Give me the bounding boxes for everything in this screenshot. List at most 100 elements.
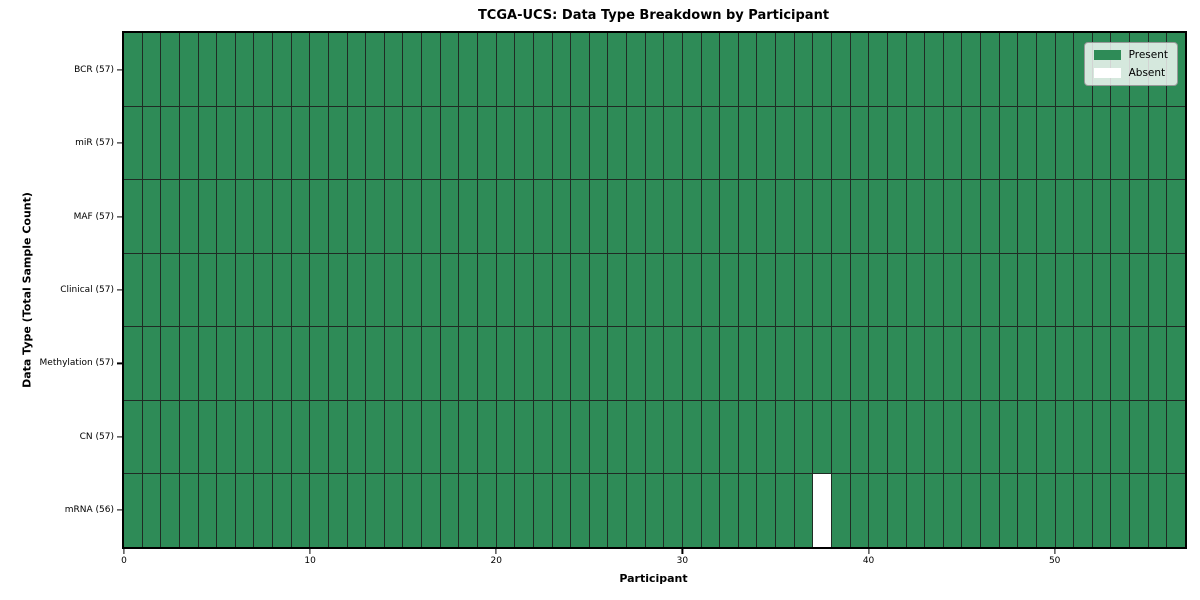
heatmap-cell-present	[701, 474, 720, 547]
heatmap-cell-present	[384, 106, 403, 180]
heatmap-cell-present	[459, 33, 477, 106]
heatmap-cell-present	[589, 106, 608, 180]
heatmap-cell-present	[1167, 253, 1185, 327]
heatmap-cell-present	[328, 327, 347, 400]
heatmap-cell-present	[869, 180, 887, 253]
heatmap-cell-present	[962, 253, 981, 327]
heatmap-cell-present	[813, 253, 831, 327]
heatmap-cell-present	[310, 253, 328, 327]
heatmap-cell-present	[627, 400, 645, 474]
heatmap-cell-present	[720, 474, 738, 547]
heatmap-cell-present	[142, 253, 161, 327]
heatmap-cell-present	[254, 327, 273, 400]
heatmap-cell-present	[142, 106, 161, 180]
heatmap-cell-present	[161, 106, 179, 180]
heatmap-cell-present	[664, 180, 682, 253]
heatmap-cell-present	[981, 474, 999, 547]
heatmap-cell-present	[682, 400, 701, 474]
heatmap-cell-present	[459, 474, 477, 547]
heatmap-cell-present	[515, 400, 533, 474]
heatmap-cell-present	[794, 180, 813, 253]
heatmap-cell-present	[720, 253, 738, 327]
heatmap-cell-present	[794, 327, 813, 400]
heatmap-cell-present	[1092, 180, 1111, 253]
heatmap-cell-present	[161, 400, 179, 474]
heatmap-cell-present	[273, 180, 291, 253]
heatmap-cell-present	[440, 253, 459, 327]
heatmap-cell-present	[813, 106, 831, 180]
heatmap-cell-present	[533, 400, 552, 474]
heatmap-cell-present	[477, 400, 496, 474]
heatmap-cell-present	[925, 327, 943, 400]
heatmap-cell-present	[962, 106, 981, 180]
heatmap-cell-present	[366, 327, 384, 400]
heatmap-cell-present	[384, 327, 403, 400]
heatmap-cell-present	[794, 33, 813, 106]
heatmap-cell-present	[869, 253, 887, 327]
heatmap-cell-present	[1148, 106, 1167, 180]
heatmap-cell-present	[217, 327, 235, 400]
heatmap-cell-present	[179, 327, 198, 400]
heatmap-cell-present	[943, 33, 962, 106]
heatmap-cell-present	[440, 327, 459, 400]
heatmap-cell-present	[1148, 400, 1167, 474]
heatmap-cell-present	[664, 33, 682, 106]
heatmap-cell-present	[179, 400, 198, 474]
heatmap-cell-present	[1130, 180, 1148, 253]
heatmap-cell-present	[999, 474, 1018, 547]
heatmap-cell-present	[1018, 180, 1036, 253]
heatmap-cell-present	[589, 33, 608, 106]
heatmap-cell-present	[477, 180, 496, 253]
heatmap-cell-present	[627, 327, 645, 400]
heatmap-cell-present	[925, 180, 943, 253]
heatmap-cell-present	[645, 474, 664, 547]
heatmap-cell-present	[831, 33, 850, 106]
heatmap-cell-present	[999, 327, 1018, 400]
heatmap-cell-present	[440, 180, 459, 253]
y-tick-label: BCR (57)	[74, 64, 114, 75]
heatmap-cell-present	[328, 33, 347, 106]
heatmap-cell-present	[161, 253, 179, 327]
heatmap-cell-present	[179, 474, 198, 547]
heatmap-cell-present	[906, 400, 925, 474]
heatmap-cell-present	[161, 327, 179, 400]
heatmap-cell-present	[627, 180, 645, 253]
heatmap-cell-present	[124, 474, 142, 547]
heatmap-cell-present	[981, 106, 999, 180]
y-tick-label: Clinical (57)	[60, 285, 114, 295]
heatmap-cell-present	[682, 33, 701, 106]
heatmap-cell-present	[1018, 474, 1036, 547]
heatmap-cell-present	[664, 474, 682, 547]
heatmap-cell-present	[347, 106, 366, 180]
heatmap-cell-present	[627, 106, 645, 180]
heatmap-cell-present	[831, 253, 850, 327]
heatmap-cell-present	[682, 327, 701, 400]
heatmap-cell-present	[962, 474, 981, 547]
heatmap-cell-present	[850, 400, 869, 474]
heatmap-cell-present	[999, 33, 1018, 106]
heatmap-cell-present	[328, 400, 347, 474]
heatmap-cell-present	[310, 106, 328, 180]
heatmap-cell-present	[235, 33, 254, 106]
heatmap-cell-present	[664, 253, 682, 327]
heatmap-cell-present	[831, 106, 850, 180]
heatmap-cell-present	[1111, 327, 1130, 400]
heatmap-cell-present	[366, 253, 384, 327]
y-tick-mark	[117, 436, 122, 438]
heatmap-cell-present	[142, 327, 161, 400]
heatmap-cell-present	[291, 180, 310, 253]
heatmap-cell-present	[906, 106, 925, 180]
heatmap-cell-present	[943, 180, 962, 253]
heatmap-cell-present	[179, 106, 198, 180]
heatmap-cell-present	[1092, 474, 1111, 547]
heatmap-cell-present	[291, 106, 310, 180]
heatmap-cell-present	[124, 33, 142, 106]
heatmap-cell-present	[217, 400, 235, 474]
heatmap-cell-present	[124, 180, 142, 253]
heatmap-cell-present	[831, 327, 850, 400]
heatmap-cell-present	[254, 33, 273, 106]
y-tick-label: MAF (57)	[73, 211, 114, 222]
heatmap-cell-present	[477, 327, 496, 400]
heatmap-cell-present	[1148, 474, 1167, 547]
heatmap-cell-present	[1130, 106, 1148, 180]
